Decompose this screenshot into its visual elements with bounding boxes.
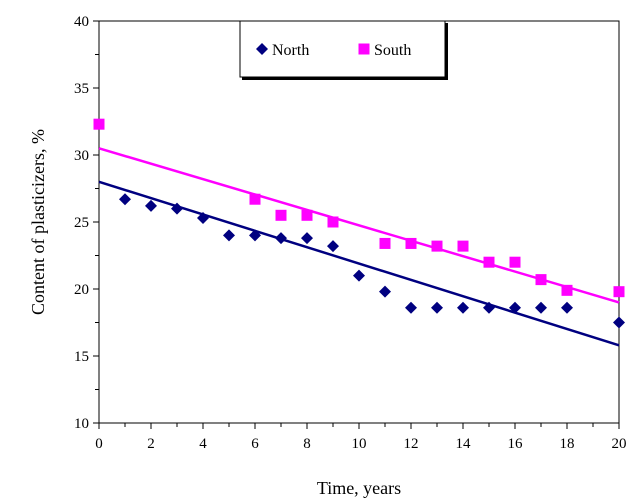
data-point-north bbox=[509, 301, 521, 314]
data-point-north bbox=[483, 301, 495, 314]
x-tick-label: 10 bbox=[352, 436, 367, 452]
trendline-north bbox=[98, 180, 620, 347]
x-tick-label: 8 bbox=[303, 436, 311, 452]
legend-marker-south bbox=[358, 43, 370, 55]
x-tick-label: 6 bbox=[251, 436, 259, 452]
plot-area bbox=[98, 20, 620, 424]
x-tick-label: 12 bbox=[404, 436, 419, 452]
y-tick-label: 20 bbox=[74, 282, 89, 298]
data-point-south bbox=[561, 284, 573, 296]
y-axis: 10 15 20 25 30 35 40 bbox=[74, 14, 99, 432]
legend-marker-north bbox=[256, 43, 268, 55]
data-point-north bbox=[145, 199, 157, 212]
x-axis: 0 2 4 6 8 10 12 14 16 18 20 bbox=[95, 423, 627, 452]
data-point-north bbox=[275, 232, 287, 245]
data-point-south bbox=[509, 256, 521, 268]
trendline-south bbox=[98, 147, 620, 304]
y-tick-label: 35 bbox=[74, 81, 89, 97]
legend-label-north: North bbox=[272, 42, 309, 59]
y-tick-label: 15 bbox=[74, 349, 89, 365]
data-point-south bbox=[431, 240, 443, 252]
x-tick-label: 20 bbox=[612, 436, 627, 452]
legend-shadow-bottom bbox=[242, 77, 448, 80]
data-point-south bbox=[327, 216, 339, 228]
legend: North South bbox=[239, 20, 448, 80]
data-point-north bbox=[119, 193, 131, 206]
data-point-south bbox=[457, 240, 469, 252]
x-axis-label: Time, years bbox=[317, 478, 401, 498]
plot-frame bbox=[98, 20, 620, 424]
data-point-south bbox=[405, 237, 417, 249]
y-tick-label: 30 bbox=[74, 148, 89, 164]
y-axis-label: Content of plasticizers, % bbox=[28, 129, 48, 315]
data-point-north bbox=[223, 229, 235, 242]
legend-box bbox=[239, 20, 446, 78]
x-tick-label: 4 bbox=[199, 436, 207, 452]
data-point-south bbox=[379, 237, 391, 249]
y-tick-label: 10 bbox=[74, 416, 89, 432]
data-point-north bbox=[457, 301, 469, 314]
x-tick-label: 0 bbox=[95, 436, 103, 452]
data-markers bbox=[93, 118, 625, 329]
x-tick-label: 18 bbox=[560, 436, 575, 452]
legend-label-south: South bbox=[374, 42, 411, 59]
data-point-north bbox=[561, 301, 573, 314]
data-point-north bbox=[197, 211, 209, 224]
y-tick-label: 40 bbox=[74, 14, 89, 30]
data-point-south bbox=[613, 286, 625, 298]
data-point-north bbox=[171, 202, 183, 215]
data-point-north bbox=[405, 301, 417, 314]
data-point-south bbox=[249, 193, 261, 205]
data-point-north bbox=[379, 285, 391, 298]
data-point-north bbox=[431, 301, 443, 314]
y-tick-label: 25 bbox=[74, 215, 89, 231]
data-point-south bbox=[483, 256, 495, 268]
data-point-north bbox=[535, 301, 547, 314]
data-point-north bbox=[613, 316, 625, 329]
data-point-north bbox=[353, 269, 365, 282]
data-point-south bbox=[275, 209, 287, 221]
data-point-north bbox=[327, 240, 339, 253]
data-point-north bbox=[301, 232, 313, 245]
data-point-south bbox=[535, 274, 547, 286]
x-tick-label: 14 bbox=[456, 436, 472, 452]
data-point-south bbox=[93, 118, 105, 130]
legend-shadow-right bbox=[445, 23, 448, 80]
x-tick-label: 16 bbox=[508, 436, 524, 452]
data-point-south bbox=[301, 209, 313, 221]
data-point-north bbox=[249, 229, 261, 242]
x-tick-label: 2 bbox=[147, 436, 155, 452]
trendlines bbox=[98, 147, 620, 347]
